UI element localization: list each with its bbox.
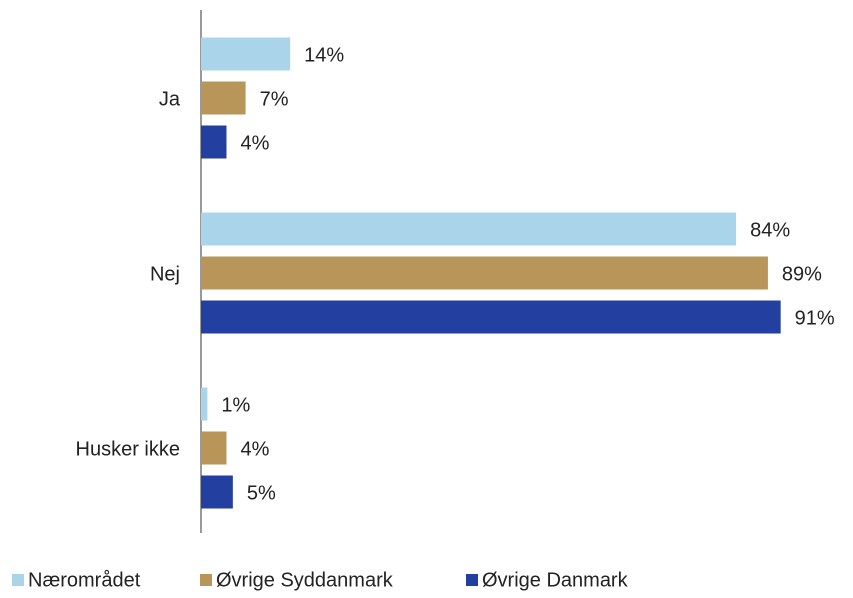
bar (201, 212, 737, 246)
data-label: 5% (247, 482, 276, 504)
data-label: 1% (221, 394, 250, 416)
bar (201, 431, 227, 465)
legend-swatch (12, 574, 24, 586)
data-label: 89% (782, 263, 822, 285)
bar (201, 300, 781, 334)
legend-label: Nærområdet (28, 569, 141, 591)
data-label: 84% (750, 219, 790, 241)
legend-label: Øvrige Danmark (482, 569, 629, 591)
bar (201, 475, 233, 509)
legend-swatch (466, 574, 478, 586)
legend-label: Øvrige Syddanmark (216, 569, 394, 591)
data-label: 4% (240, 438, 269, 460)
y-tick-label: Husker ikke (76, 438, 180, 460)
y-tick-label: Ja (159, 88, 181, 110)
bar (201, 387, 208, 421)
y-tick-label: Nej (150, 263, 180, 285)
bar (201, 37, 291, 71)
data-label: 7% (260, 88, 289, 110)
data-label: 4% (240, 132, 269, 154)
bar (201, 81, 246, 115)
data-label: 91% (795, 307, 835, 329)
data-label: 14% (304, 44, 344, 66)
bar (201, 125, 227, 159)
bar (201, 256, 768, 290)
legend-swatch (200, 574, 212, 586)
